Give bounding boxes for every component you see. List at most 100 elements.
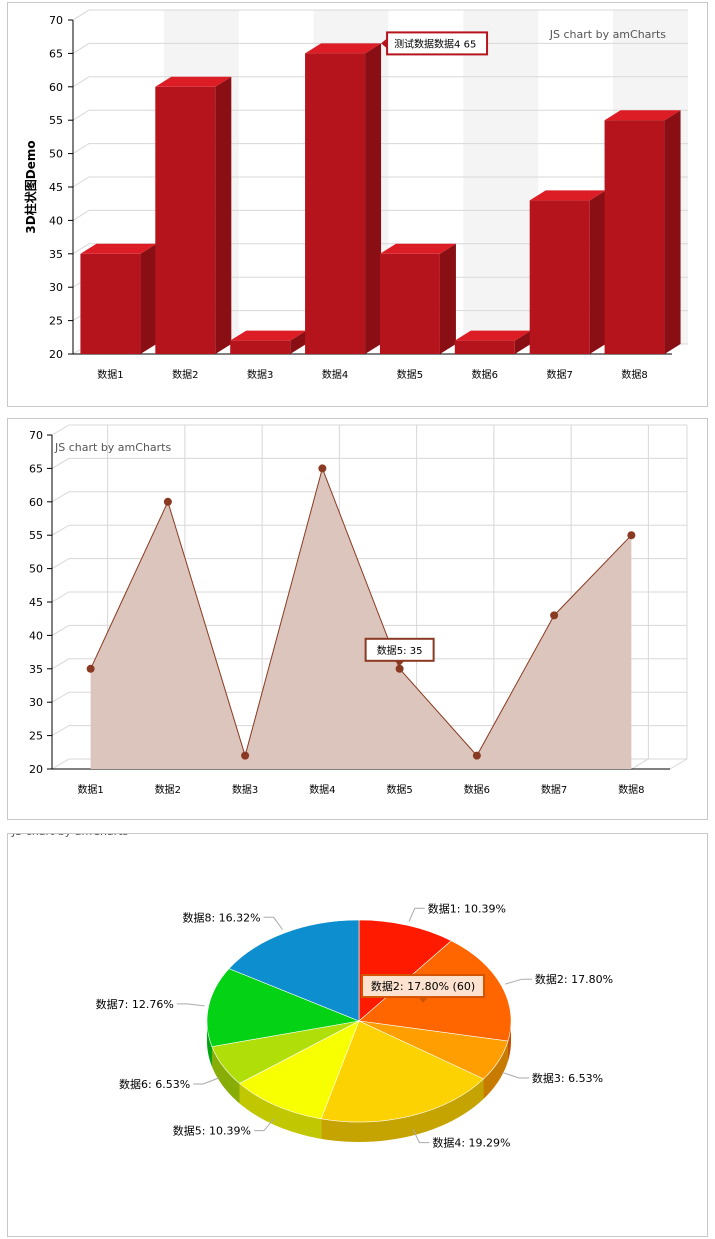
x-tick-label: 数据4 bbox=[309, 783, 335, 796]
chart-credit: JS chart by amCharts bbox=[549, 28, 666, 41]
pie-label: 数据8: 16.32% bbox=[182, 910, 260, 924]
pie-label: 数据1: 10.39% bbox=[428, 901, 506, 915]
bar-side bbox=[439, 243, 456, 354]
pie-label-connector bbox=[263, 916, 283, 930]
bar bbox=[305, 43, 382, 355]
bar-side bbox=[215, 76, 232, 355]
x-tick-label: 数据2 bbox=[172, 368, 198, 381]
pie-slice-side bbox=[507, 1021, 511, 1062]
grid-line bbox=[51, 658, 687, 670]
area-chart: 20 25 30 35 40 45 50 55 60 65 70 JS chart by amChar… bbox=[29, 424, 688, 796]
pie-chart-panel: JS chart by amCharts 数据1: 10.39% 数据2: 17.8… bbox=[7, 833, 708, 1237]
grid-line bbox=[72, 109, 688, 121]
pie-label-connector bbox=[412, 1129, 430, 1144]
y-tick-label: 30 bbox=[49, 281, 63, 294]
y-tick-label: 40 bbox=[29, 629, 43, 642]
x-tick-label: 数据5 bbox=[397, 368, 423, 381]
y-tick-label: 50 bbox=[49, 148, 63, 161]
y-tick-label: 70 bbox=[29, 429, 43, 442]
data-point bbox=[86, 664, 95, 673]
bar-side bbox=[365, 43, 382, 355]
x-tick-label: 数据7 bbox=[541, 783, 567, 796]
bar bbox=[379, 243, 456, 354]
pie-label-connector bbox=[253, 1118, 275, 1132]
data-point bbox=[550, 611, 559, 620]
y-tick-label: 55 bbox=[29, 529, 43, 542]
y-tick-label: 65 bbox=[49, 47, 63, 60]
x-tick-label: 数据1 bbox=[97, 368, 123, 381]
bar-front bbox=[155, 86, 216, 355]
balloon-text: 测试数据数据4 65 bbox=[394, 37, 476, 50]
bar-front bbox=[230, 340, 291, 354]
data-point bbox=[163, 497, 172, 506]
pie-chart: JS chart by amCharts 数据1: 10.39% 数据2: 17.8… bbox=[11, 834, 613, 1150]
x-tick-label: 数据1 bbox=[77, 783, 103, 796]
pie-slice-side bbox=[211, 1046, 240, 1104]
area-chart-panel: 20 25 30 35 40 45 50 55 60 65 70 JS chart by amChar… bbox=[7, 418, 708, 820]
grid-line bbox=[72, 243, 688, 255]
pie-label: 数据5: 10.39% bbox=[173, 1124, 251, 1138]
pie-slice bbox=[206, 968, 361, 1047]
x-tick-label: 数据2 bbox=[155, 783, 181, 796]
y-tick-label: 70 bbox=[49, 14, 63, 27]
balloon: 数据5: 35 bbox=[364, 637, 435, 666]
x-tick-label: 数据3 bbox=[232, 783, 258, 796]
pie-slice bbox=[238, 1020, 360, 1120]
bar bbox=[529, 190, 606, 354]
bar-top bbox=[604, 110, 681, 121]
y-tick-label: 25 bbox=[29, 730, 43, 743]
x-tick-label: 数据4 bbox=[322, 368, 348, 381]
bar-chart: 20 25 30 35 40 45 50 55 60 65 70 3D柱状图Demo JS chart … bbox=[23, 9, 688, 381]
y-tick-label: 50 bbox=[29, 563, 43, 576]
y-tick-label: 45 bbox=[49, 181, 63, 194]
y-tick-label: 60 bbox=[49, 81, 63, 94]
x-tick-label: 数据7 bbox=[547, 368, 573, 381]
bar bbox=[155, 76, 232, 355]
bar-top bbox=[529, 190, 606, 201]
data-point bbox=[318, 464, 327, 473]
x-tick-label: 数据8 bbox=[618, 783, 644, 796]
bar-front bbox=[454, 340, 515, 354]
grid-line bbox=[51, 457, 687, 469]
bar bbox=[80, 243, 157, 354]
bar bbox=[230, 330, 307, 354]
bar-top bbox=[305, 43, 382, 54]
bar-top bbox=[155, 76, 232, 87]
pie-label: 数据6: 6.53% bbox=[119, 1077, 190, 1091]
bar-top bbox=[230, 330, 307, 341]
bar bbox=[454, 330, 531, 354]
pie-label-connector bbox=[408, 907, 425, 922]
bar-side bbox=[589, 190, 606, 354]
pie-label: 数据2: 17.80% bbox=[535, 972, 613, 986]
bar-side bbox=[514, 330, 531, 354]
data-point bbox=[472, 751, 481, 760]
pie-label: 数据4: 19.29% bbox=[432, 1136, 510, 1150]
depth-edge bbox=[669, 758, 688, 770]
balloon-pointer bbox=[418, 997, 429, 1004]
y-tick-label: 40 bbox=[49, 214, 63, 227]
grid-line bbox=[51, 624, 687, 636]
y-axis-title: 3D柱状图Demo bbox=[23, 140, 38, 233]
pie-slice-side bbox=[321, 1078, 484, 1142]
bar-side bbox=[140, 243, 157, 354]
balloon-pointer bbox=[381, 38, 388, 49]
series-line bbox=[90, 466, 632, 758]
y-tick-label: 25 bbox=[49, 315, 63, 328]
balloon-text: 数据2: 17.80% (60) bbox=[371, 979, 475, 993]
x-tick-label: 数据3 bbox=[247, 368, 273, 381]
data-point bbox=[395, 664, 404, 673]
x-tick-label: 数据5 bbox=[386, 783, 412, 796]
grid-line bbox=[51, 558, 687, 570]
grid-line bbox=[51, 524, 687, 536]
bar-top bbox=[80, 243, 157, 254]
data-point bbox=[627, 531, 636, 540]
bar-side bbox=[290, 330, 307, 354]
chart-credit: JS chart by amCharts bbox=[54, 441, 171, 454]
bar-front bbox=[529, 200, 590, 354]
y-tick-label: 20 bbox=[49, 348, 63, 361]
pie-label-connector bbox=[193, 1077, 220, 1085]
pie-slice bbox=[320, 1020, 485, 1123]
balloon-box bbox=[361, 974, 486, 999]
bar-front bbox=[379, 253, 440, 354]
x-tick-label: 数据8 bbox=[621, 368, 647, 381]
